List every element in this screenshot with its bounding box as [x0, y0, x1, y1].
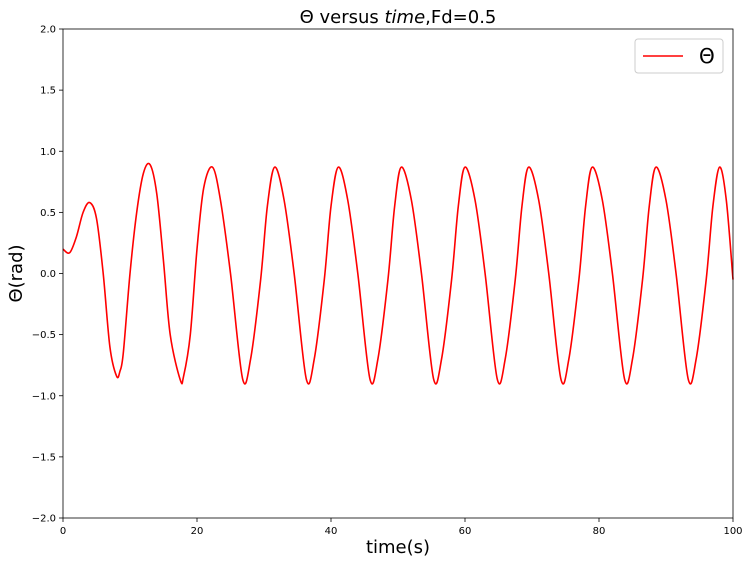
- y-tick-label: 2.0: [40, 25, 56, 36]
- y-axis-title: Θ(rad): [6, 244, 27, 302]
- legend-label: Θ: [699, 44, 715, 68]
- y-tick-label: 0.5: [40, 208, 56, 219]
- x-axis-ticks: 0 20 40 60 80 100: [60, 518, 743, 537]
- x-tick-label: 60: [459, 526, 472, 537]
- title-italic: time: [385, 7, 426, 28]
- y-tick-label: 1.0: [40, 147, 56, 158]
- legend: Θ: [634, 38, 724, 74]
- plot-area: [63, 29, 733, 518]
- y-tick-label: 1.5: [40, 86, 56, 97]
- x-tick-label: 100: [723, 526, 742, 537]
- x-tick-label: 40: [325, 526, 338, 537]
- title-prefix: Θ versus: [300, 7, 385, 28]
- y-axis-ticks: −2.0 −1.5 −1.0 −0.5 0.0 0.5 1.0 1.5 2.0: [32, 25, 63, 525]
- y-tick-label: −1.5: [32, 452, 56, 463]
- chart-title: Θ versus time,Fd=0.5: [300, 7, 497, 28]
- series-line-theta: [62, 162, 734, 385]
- x-axis-title: time(s): [366, 537, 430, 558]
- y-tick-label: 0.0: [40, 269, 56, 280]
- x-tick-label: 20: [191, 526, 204, 537]
- y-tick-label: −1.0: [32, 391, 56, 402]
- series-layer: [62, 162, 734, 385]
- title-suffix: ,Fd=0.5: [425, 7, 496, 28]
- y-tick-label: −0.5: [32, 330, 56, 341]
- y-tick-label: −2.0: [32, 514, 56, 525]
- x-tick-label: 80: [593, 526, 606, 537]
- x-tick-label: 0: [60, 526, 66, 537]
